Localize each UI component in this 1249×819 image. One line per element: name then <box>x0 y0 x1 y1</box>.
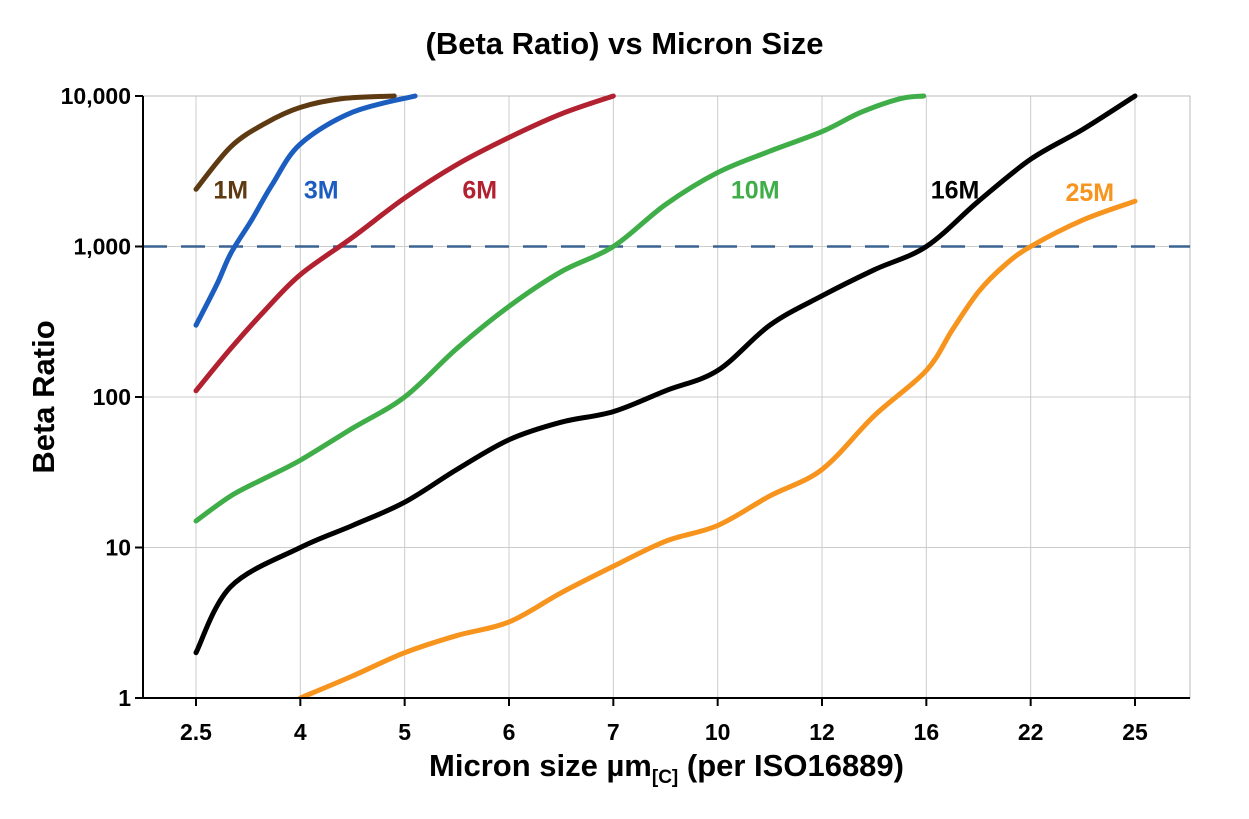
series-label-1M: 1M <box>213 176 248 204</box>
series-label-6M: 6M <box>462 176 497 204</box>
x-tick-label: 7 <box>607 719 620 745</box>
y-tick-label: 10,000 <box>61 83 131 109</box>
series-label-16M: 16M <box>931 176 980 204</box>
series-line-10M <box>193 93 927 524</box>
series-line-6M <box>193 93 616 394</box>
series-line-16M <box>193 93 1138 656</box>
series-label-25M: 25M <box>1065 179 1114 207</box>
x-axis-label: Micron size µm[C] (per ISO16889) <box>143 748 1190 789</box>
chart-title: (Beta Ratio) vs Micron Size <box>425 26 824 61</box>
y-tick-label: 100 <box>93 384 131 410</box>
x-tick-label: 12 <box>809 719 835 745</box>
series-group <box>193 93 1138 698</box>
x-tick-label: 4 <box>294 719 307 745</box>
x-tick-label: 25 <box>1122 719 1148 745</box>
series-label-10M: 10M <box>731 176 780 204</box>
y-tick-label: 10 <box>105 535 131 561</box>
x-tick-label: 10 <box>705 719 731 745</box>
x-tick-label: 16 <box>914 719 940 745</box>
x-axis-label-subscript: [C] <box>651 767 679 789</box>
y-axis-label: Beta Ratio <box>26 320 61 474</box>
x-tick-label: 22 <box>1018 719 1044 745</box>
x-tick-label: 2.5 <box>180 719 212 745</box>
x-axis-label-suffix: (per ISO16889) <box>678 748 904 783</box>
x-tick-label: 5 <box>398 719 411 745</box>
series-line-3M <box>193 93 418 328</box>
series-line-1M <box>193 93 397 192</box>
x-axis-label-text: Micron size µm <box>429 748 652 783</box>
series-label-3M: 3M <box>304 176 339 204</box>
y-tick-label: 1,000 <box>73 234 131 260</box>
x-tick-label: 6 <box>503 719 516 745</box>
series-line-25M <box>297 198 1138 698</box>
y-tick-label: 1 <box>118 685 131 711</box>
